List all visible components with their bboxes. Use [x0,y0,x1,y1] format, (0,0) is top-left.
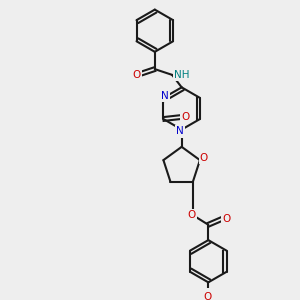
Text: O: O [203,292,212,300]
Text: O: O [222,214,231,224]
Text: N: N [176,127,184,136]
Text: O: O [181,112,190,122]
Text: N: N [161,91,169,101]
Text: O: O [200,153,208,163]
Text: O: O [132,70,141,80]
Text: O: O [188,210,196,220]
Text: NH: NH [174,70,190,80]
